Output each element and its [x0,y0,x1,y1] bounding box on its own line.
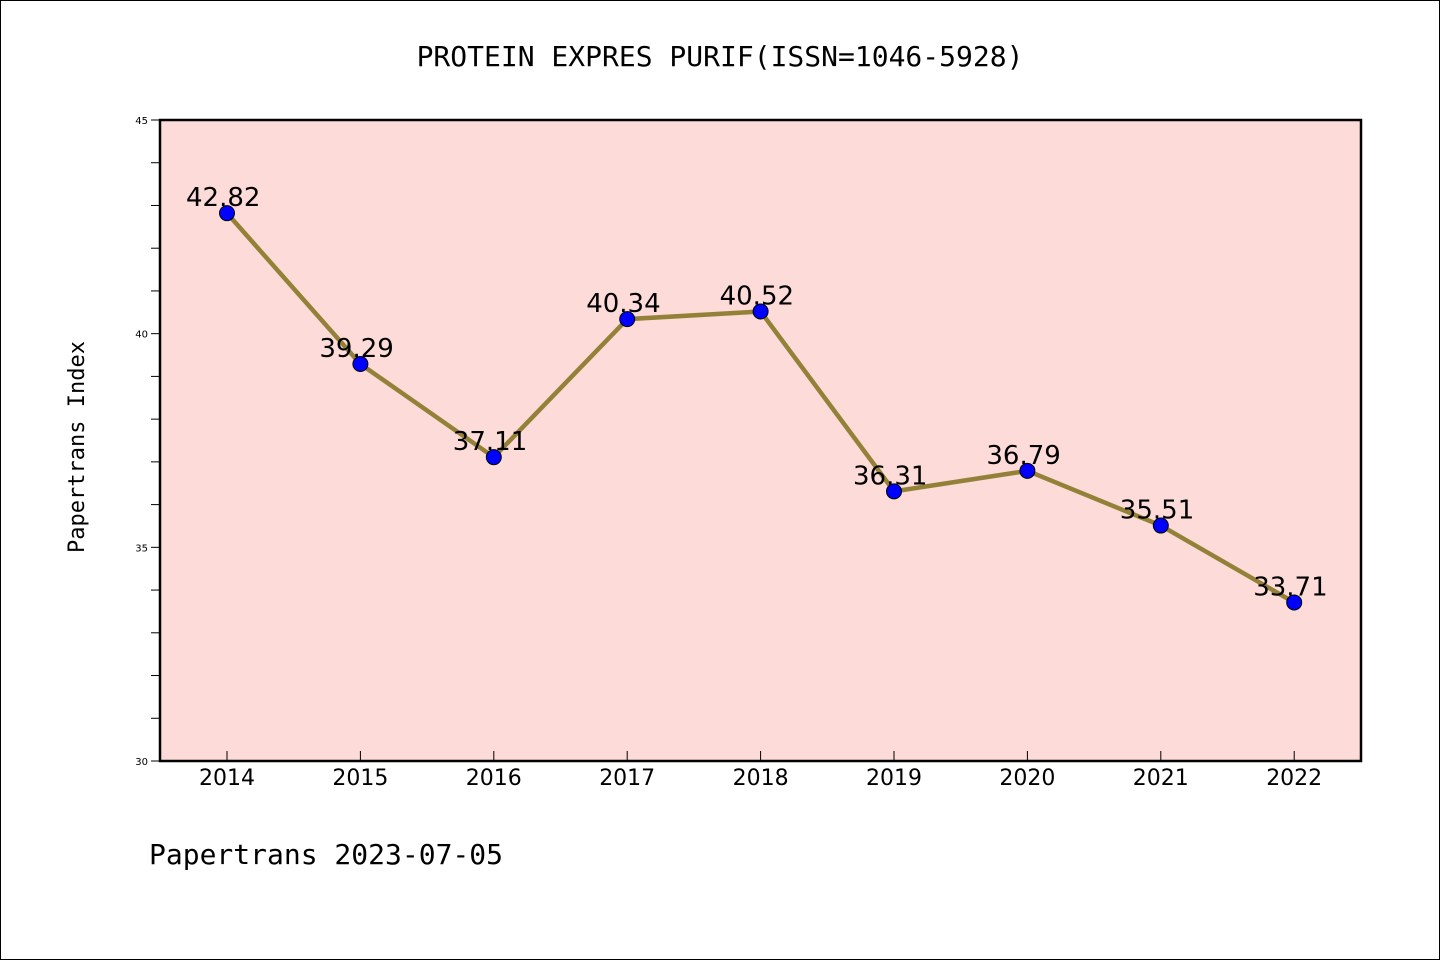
y-axis: 30 35 40 45 [135,116,160,768]
value-labels: 42.82 39.29 37.11 40.34 40.52 36.31 36.79 35.51… [186,183,1328,602]
y-axis-label: Papertrans Index [65,341,90,553]
x-tick-label: 2019 [866,766,922,791]
series-markers [219,205,1303,611]
y-tick-label: 45 [135,116,148,127]
y-tick-label: 40 [135,330,148,341]
x-tick-label: 2017 [599,766,655,791]
data-point [352,356,369,373]
data-value-label: 40.52 [720,281,794,311]
data-value-label: 39.29 [319,334,393,364]
footer-date: Papertrans 2023-07-05 [149,838,503,871]
x-tick-label: 2021 [1133,766,1189,791]
y-tick-label: 30 [135,757,148,768]
data-point [1152,517,1169,534]
data-value-label: 37.11 [453,427,527,457]
data-value-label: 42.82 [186,183,260,213]
data-value-label: 36.31 [853,461,927,491]
data-point [219,205,235,222]
data-point [619,311,636,328]
x-tick-label: 2016 [466,766,522,791]
x-tick-label: 2014 [199,766,255,791]
plot-border [158,118,1363,763]
x-tick-label: 2022 [1266,766,1322,791]
data-value-label: 40.34 [586,289,660,319]
x-tick-label: 2015 [332,766,388,791]
x-tick-label: 2020 [999,766,1055,791]
x-axis: 2014 2015 2016 2017 2018 2019 2020 2021 2022 [199,751,1322,791]
y-tick-label: 35 [135,543,148,554]
data-value-label: 35.51 [1120,496,1194,526]
data-value-label: 36.79 [986,441,1060,471]
plot-area [160,120,1361,761]
data-point [485,449,502,466]
data-point [1019,462,1036,479]
data-point [752,303,769,320]
data-value-label: 33.71 [1253,572,1327,602]
data-point [886,483,902,500]
chart-title: PROTEIN EXPRES PURIF(ISSN=1046-5928) [417,40,1024,73]
data-point [1286,594,1303,611]
x-tick-label: 2018 [733,766,789,791]
